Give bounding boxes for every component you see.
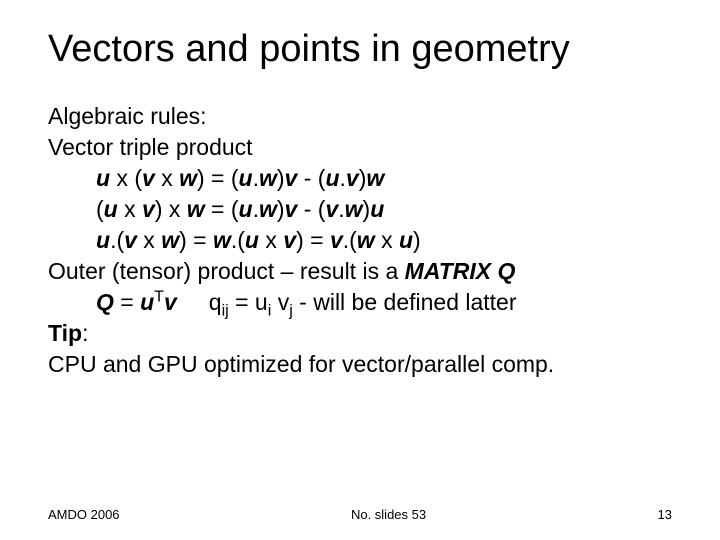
line-outer: Outer (tensor) product – result is a MAT… — [48, 256, 672, 287]
line-algebraic: Algebraic rules: — [48, 101, 672, 132]
slide-title: Vectors and points in geometry — [48, 28, 672, 71]
footer-right: 13 — [658, 507, 672, 522]
eq-triple-2: (u x v) x w = (u.w)v - (v.w)u — [48, 194, 672, 225]
slide-body: Algebraic rules: Vector triple product u… — [48, 101, 672, 380]
line-tip: Tip: — [48, 318, 672, 349]
eq-outer: Q = uTv qij = ui vj - will be defined la… — [48, 287, 672, 318]
eq-triple-3: u.(v x w) = w.(u x v) = v.(w x u) — [48, 225, 672, 256]
eq-triple-1: u x (v x w) = (u.w)v - (u.v)w — [48, 163, 672, 194]
footer-center: No. slides 53 — [351, 507, 426, 522]
line-cpu-gpu: CPU and GPU optimized for vector/paralle… — [48, 349, 672, 380]
footer-left: AMDO 2006 — [48, 507, 120, 522]
line-triple: Vector triple product — [48, 132, 672, 163]
footer: AMDO 2006 No. slides 53 13 — [0, 507, 720, 522]
